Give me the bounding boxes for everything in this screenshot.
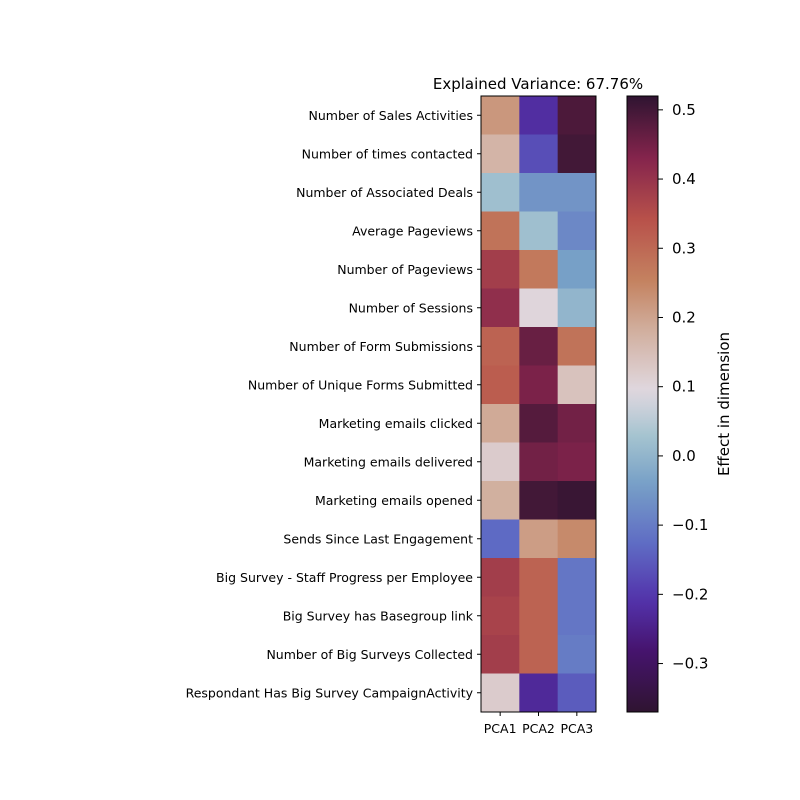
heatmap-cell: [481, 635, 520, 674]
heatmap-cell: [557, 635, 597, 674]
colorbar-tick-label: −0.3: [672, 655, 708, 673]
row-label: Number of Pageviews: [337, 262, 473, 277]
colorbar-tick-label: −0.1: [672, 516, 708, 534]
heatmap-cell: [519, 134, 559, 174]
heatmap-cell: [519, 288, 559, 328]
heatmap-cells: [481, 96, 597, 713]
colorbar-tick-label: 0.5: [672, 101, 696, 119]
heatmap-cell: [519, 404, 559, 443]
row-label: Number of times contacted: [302, 146, 473, 161]
heatmap-cell: [481, 519, 520, 559]
heatmap-cell: [519, 250, 559, 289]
heatmap-cell: [481, 596, 520, 636]
heatmap-cell: [557, 558, 597, 597]
heatmap-cell: [557, 134, 597, 174]
row-label: Marketing emails opened: [315, 493, 473, 508]
heatmap-cell: [557, 365, 597, 405]
heatmap-cell: [557, 96, 597, 135]
heatmap-cell: [557, 288, 597, 328]
heatmap-cell: [519, 173, 559, 212]
heatmap-cell: [519, 673, 559, 713]
colorbar-tick-label: 0.4: [672, 170, 696, 188]
colorbar-label: Effect in dimension: [715, 332, 733, 476]
heatmap-cell: [519, 519, 559, 559]
colorbar-tick-label: 0.3: [672, 239, 696, 257]
heatmap-cell: [481, 404, 520, 443]
colorbar: [626, 95, 659, 713]
row-label: Number of Sessions: [349, 300, 473, 315]
heatmap-cell: [519, 442, 559, 482]
colorbar-tick-label: 0.1: [672, 378, 696, 396]
heatmap-cell: [557, 596, 597, 636]
heatmap-cell: [557, 519, 597, 559]
heatmap-cell: [557, 327, 597, 366]
heatmap-cell: [481, 365, 520, 405]
heatmap-cell: [481, 173, 520, 212]
heatmap-cell: [519, 365, 559, 405]
heatmap-cell: [481, 327, 520, 366]
heatmap-cell: [481, 558, 520, 597]
heatmap-cell: [557, 250, 597, 289]
row-label: Number of Form Submissions: [289, 339, 473, 354]
chart-title: Explained Variance: 67.76%: [433, 75, 643, 93]
heatmap-cell: [519, 558, 559, 597]
heatmap-cell: [557, 673, 597, 713]
colorbar-tick-label: 0.0: [672, 447, 696, 465]
column-label: PCA1: [484, 721, 517, 736]
column-labels: PCA1 PCA2 PCA3: [484, 712, 593, 736]
heatmap-cell: [481, 211, 520, 251]
heatmap-cell: [519, 327, 559, 366]
heatmap-cell: [519, 96, 559, 135]
heatmap-cell: [481, 96, 520, 135]
colorbar-tick-label: −0.2: [672, 585, 708, 603]
row-labels: Number of Sales Activities Number of time…: [186, 108, 481, 700]
heatmap-cell: [519, 635, 559, 674]
row-label: Number of Unique Forms Submitted: [248, 377, 473, 392]
row-label: Big Survey has Basegroup link: [283, 608, 474, 623]
row-label: Number of Sales Activities: [309, 108, 473, 123]
row-label: Number of Associated Deals: [296, 185, 473, 200]
heatmap-cell: [481, 288, 520, 328]
colorbar-ticks: 0.5 0.4 0.3 0.2 0.1 0.0 −0.1 −0.2 −0.3: [658, 101, 708, 673]
heatmap-cell: [519, 211, 559, 251]
row-label: Sends Since Last Engagement: [283, 531, 473, 546]
column-label: PCA2: [522, 721, 555, 736]
row-label: Marketing emails clicked: [319, 416, 473, 431]
row-label: Number of Big Surveys Collected: [266, 647, 473, 662]
row-label: Respondant Has Big Survey CampaignActivi…: [186, 685, 474, 700]
colorbar-tick-label: 0.2: [672, 308, 696, 326]
column-label: PCA3: [560, 721, 593, 736]
heatmap-cell: [557, 481, 597, 520]
heatmap-cell: [557, 404, 597, 443]
heatmap-cell: [519, 481, 559, 520]
row-label: Average Pageviews: [352, 223, 473, 238]
row-label: Big Survey - Staff Progress per Employee: [216, 570, 473, 585]
heatmap-cell: [481, 134, 520, 174]
heatmap-cell: [481, 250, 520, 289]
heatmap-cell: [481, 673, 520, 713]
heatmap-cell: [481, 481, 520, 520]
row-label: Marketing emails delivered: [304, 454, 473, 469]
heatmap-cell: [557, 442, 597, 482]
heatmap-cell: [557, 173, 597, 212]
heatmap-cell: [557, 211, 597, 251]
heatmap-cell: [481, 442, 520, 482]
heatmap-cell: [519, 596, 559, 636]
